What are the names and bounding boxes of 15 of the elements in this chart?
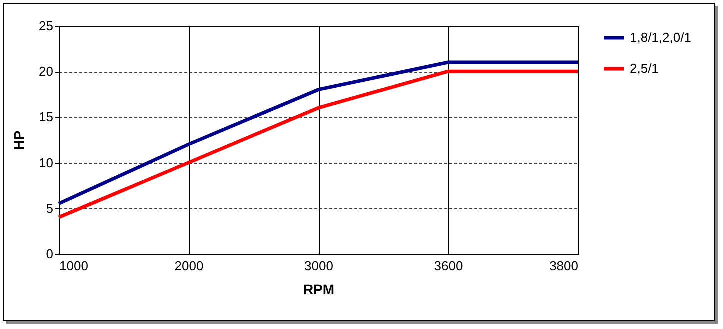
y-tick-label: 15 <box>39 110 54 125</box>
y-tick-label: 25 <box>39 18 54 34</box>
x-tick-label: 1000 <box>60 258 88 274</box>
y-tick-label: 5 <box>46 200 54 216</box>
y-axis-title: HP <box>11 130 28 150</box>
x-tick-label: 3600 <box>434 258 464 274</box>
x-axis-title: RPM <box>303 282 335 298</box>
legend-label: 2,5/1 <box>630 61 659 76</box>
y-tick-label: 0 <box>46 246 54 262</box>
x-tick-label: 3800 <box>550 258 578 274</box>
legend-label: 1,8/1,2,0/1 <box>630 30 692 45</box>
y-tick-label: 20 <box>39 64 54 80</box>
x-tick-label: 2000 <box>174 258 204 274</box>
y-tick-label: 10 <box>39 155 54 170</box>
x-tick-label: 3000 <box>304 258 334 274</box>
